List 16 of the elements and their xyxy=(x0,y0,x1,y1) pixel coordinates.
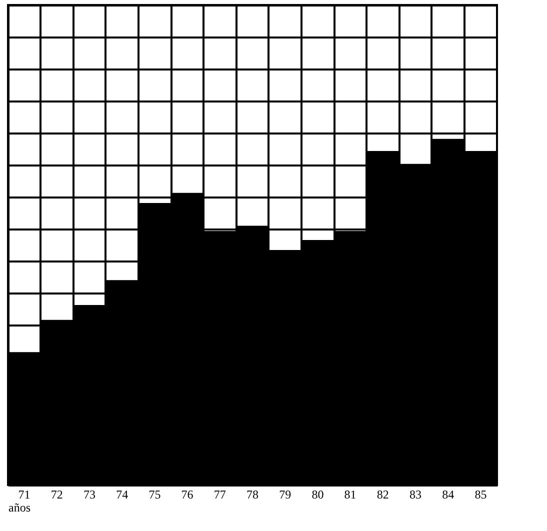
x-tick-label: 84 xyxy=(442,488,454,502)
x-tick-label: 83 xyxy=(410,488,422,502)
x-tick-label: 80 xyxy=(312,488,324,502)
x-tick-label: 76 xyxy=(181,488,194,502)
x-tick-label: 77 xyxy=(214,488,226,502)
x-tick-label: 71 xyxy=(18,488,30,502)
x-tick-label: 72 xyxy=(50,488,63,502)
x-tick-label: 85 xyxy=(474,488,487,502)
x-axis-title: años xyxy=(8,500,31,514)
x-tick-label: 81 xyxy=(344,488,356,502)
x-tick-label: 78 xyxy=(246,488,258,502)
x-tick-label: 82 xyxy=(376,488,389,502)
x-tick-label: 74 xyxy=(116,488,128,502)
x-tick-label: 73 xyxy=(84,488,96,502)
x-tick-label: 75 xyxy=(148,488,161,502)
x-tick-label: 79 xyxy=(279,488,292,502)
